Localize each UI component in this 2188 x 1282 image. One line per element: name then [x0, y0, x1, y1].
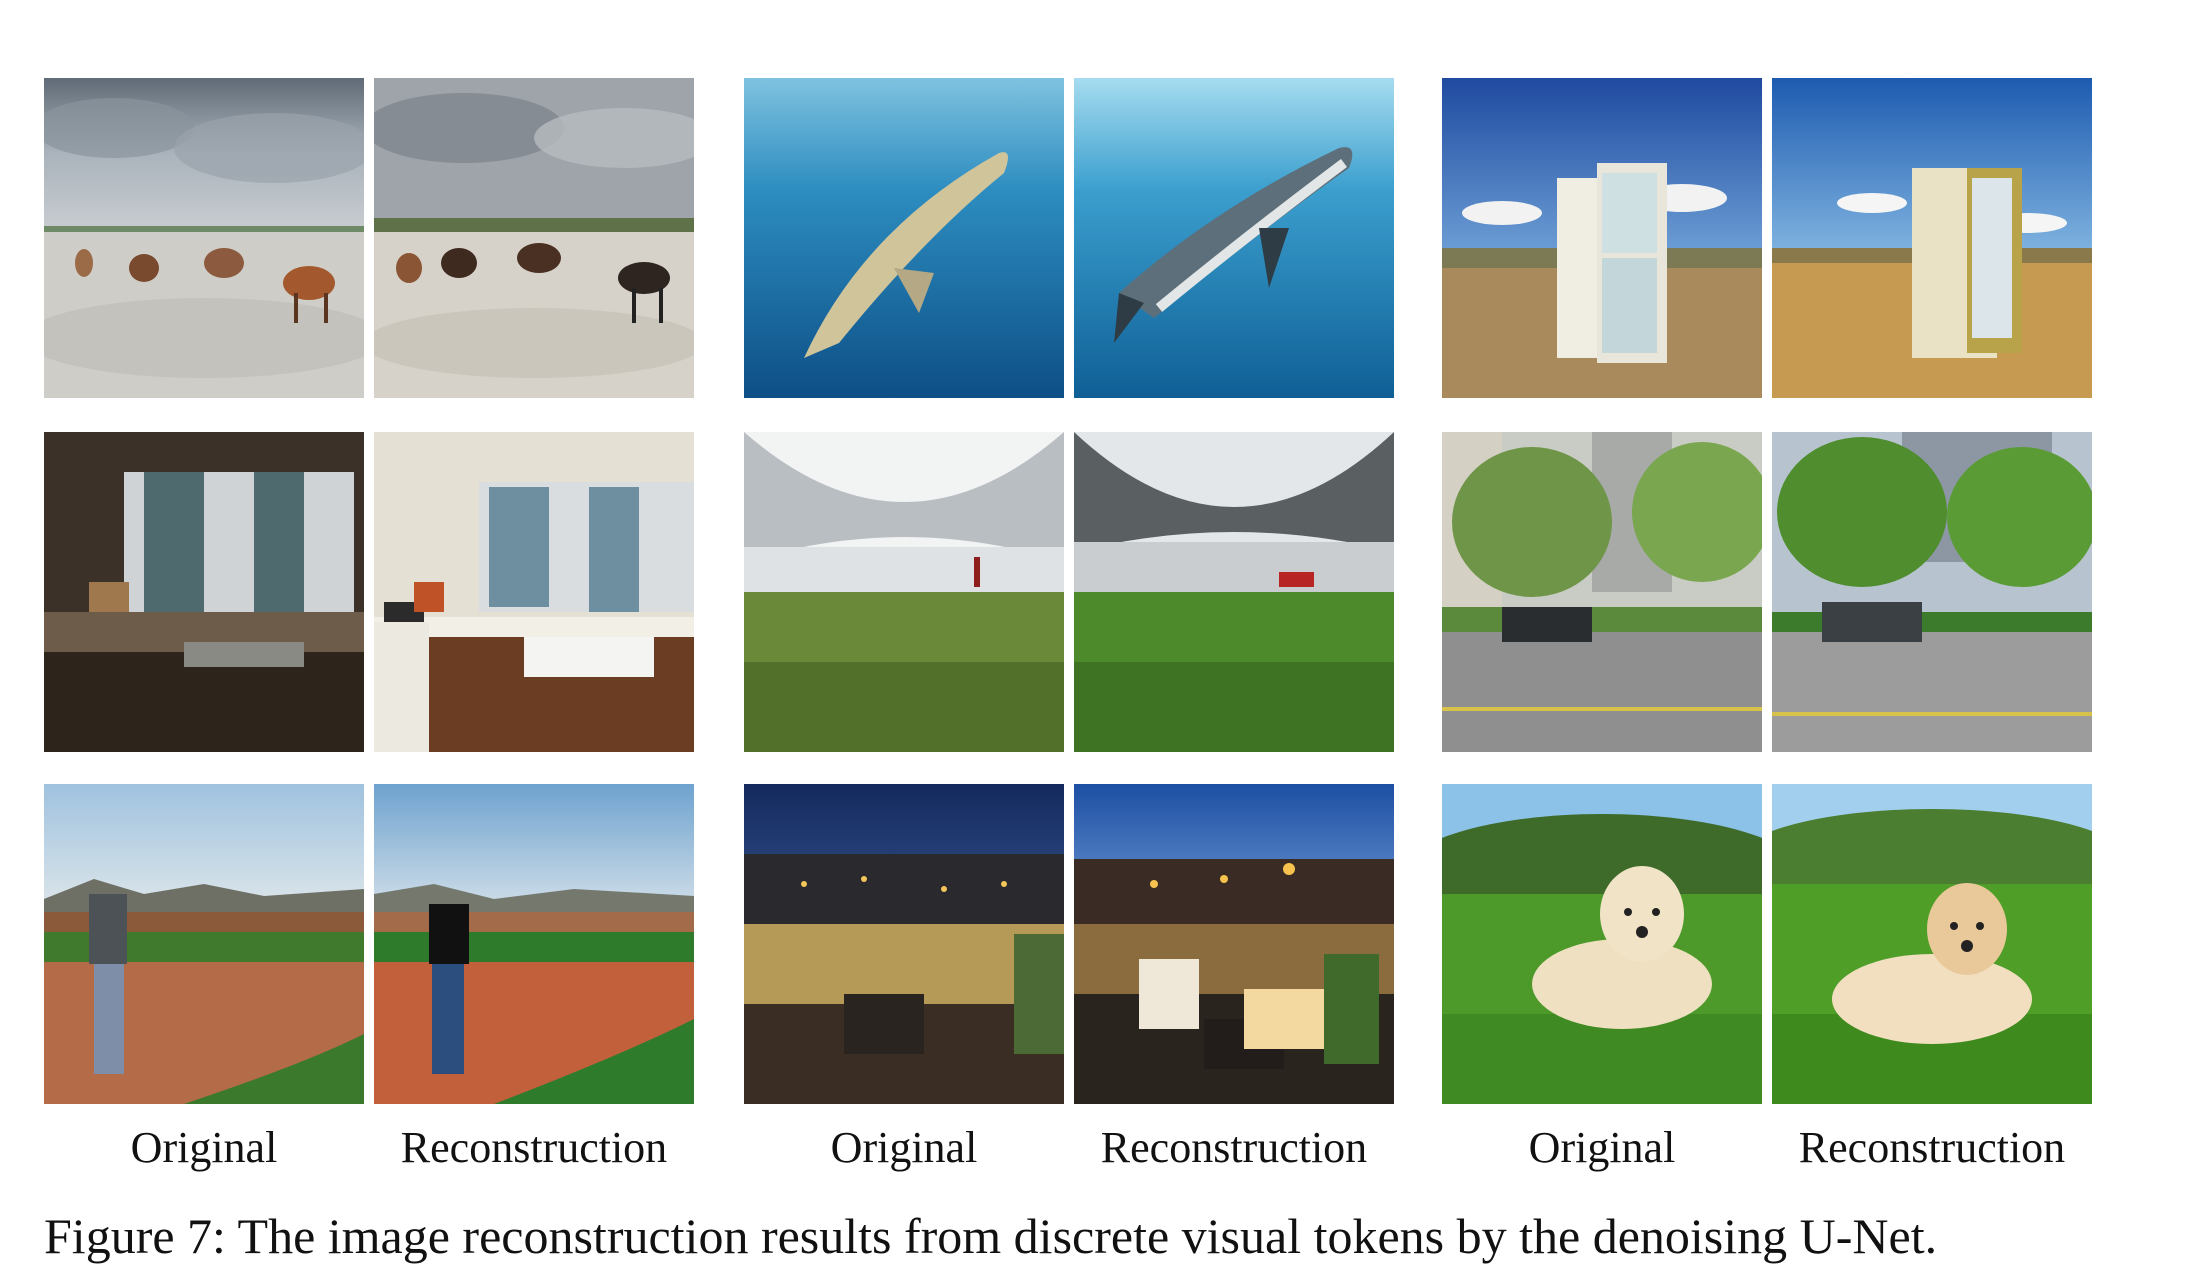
image-puppy-original: [1442, 784, 1762, 1104]
image-baseball-reconstruction: [374, 784, 694, 1104]
image-kitchen-reconstruction: [374, 432, 694, 752]
image-street-reconstruction: [1772, 432, 2092, 752]
image-kitchen-original: [44, 432, 364, 752]
column-label-reconstruction-1: Reconstruction: [400, 1123, 668, 1172]
image-stadium-reconstruction: [1074, 432, 1394, 752]
column-label-original-3: Original: [1528, 1123, 1676, 1172]
column-label-reconstruction-3: Reconstruction: [1798, 1123, 2066, 1172]
image-baseball-original: [44, 784, 364, 1104]
column-label-original-2: Original: [830, 1123, 978, 1172]
image-horses-original: [44, 78, 364, 398]
image-fridge-reconstruction: [1772, 78, 2092, 398]
column-label-reconstruction-2: Reconstruction: [1100, 1123, 1368, 1172]
column-label-original-1: Original: [130, 1123, 278, 1172]
figure-caption: Figure 7: The image reconstruction resul…: [44, 1208, 1938, 1264]
image-street-original: [1442, 432, 1762, 752]
image-horses-reconstruction: [374, 78, 694, 398]
image-puppy-reconstruction: [1772, 784, 2092, 1104]
image-shark-original: [744, 78, 1064, 398]
image-night-city-reconstruction: [1074, 784, 1394, 1104]
image-night-city-original: [744, 784, 1064, 1104]
image-stadium-original: [744, 432, 1064, 752]
image-shark-reconstruction: [1074, 78, 1394, 398]
image-fridge-original: [1442, 78, 1762, 398]
